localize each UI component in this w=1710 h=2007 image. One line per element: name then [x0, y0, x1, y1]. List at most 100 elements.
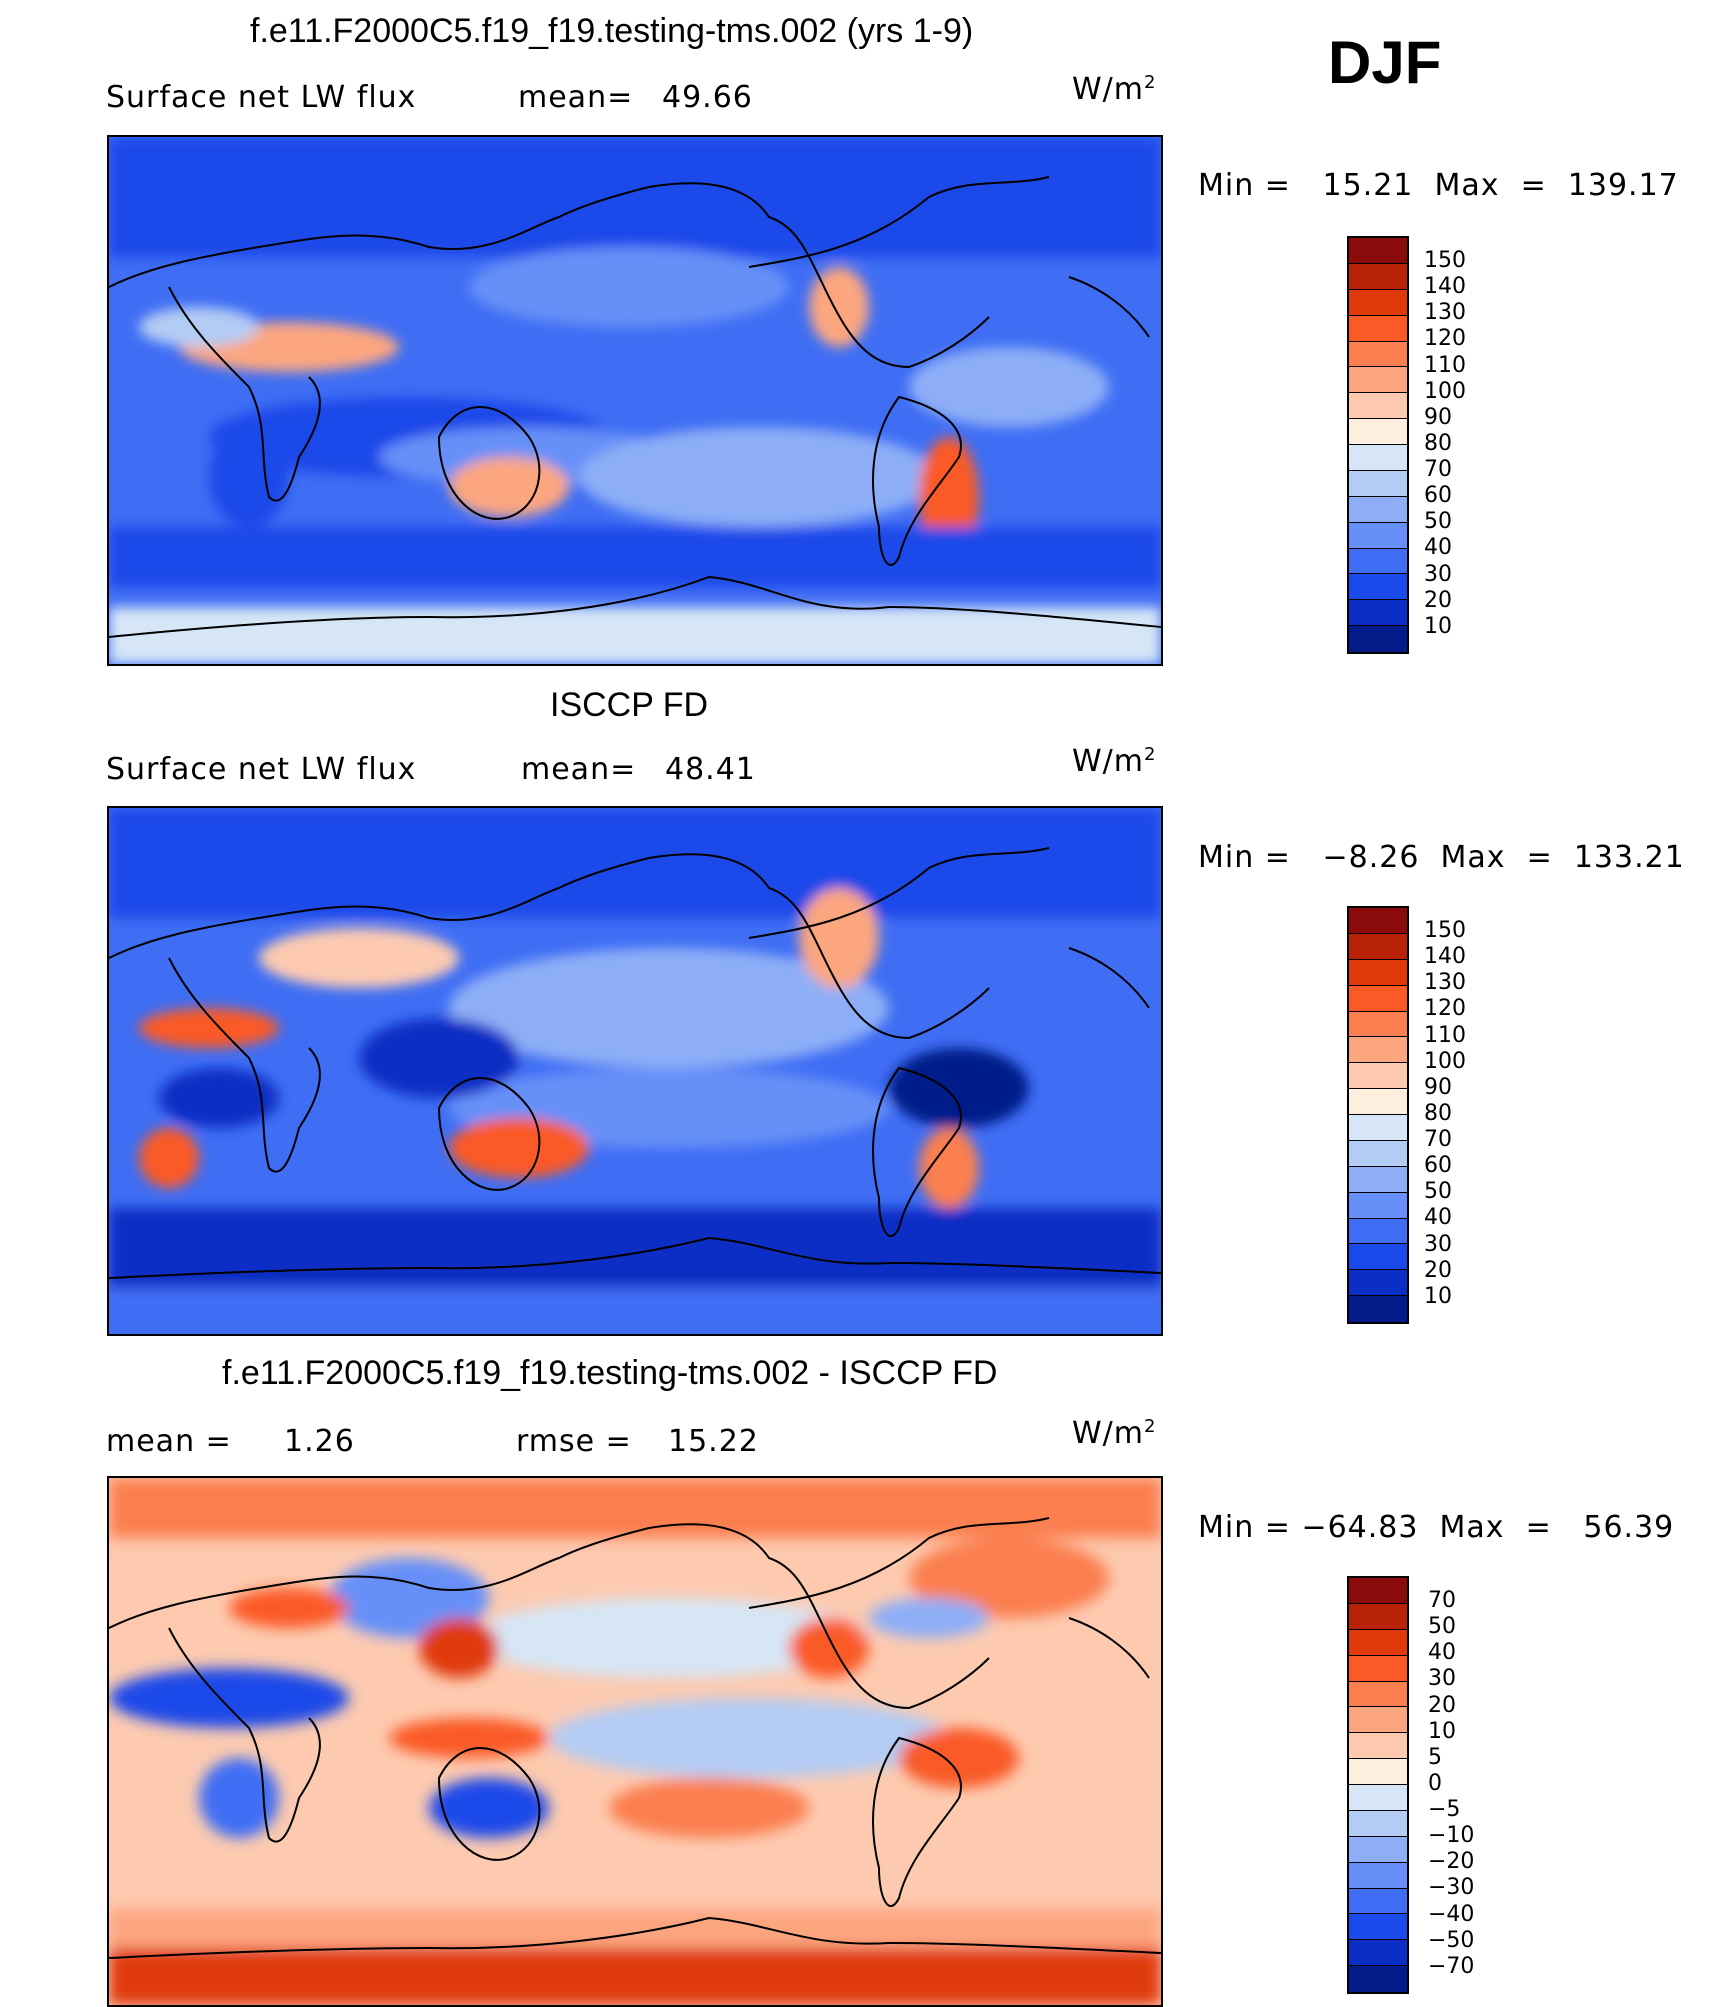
- colorbar-tick-label: 30: [1424, 1231, 1452, 1257]
- colorbar-tick-label: 100: [1424, 378, 1466, 404]
- colorbar-tick-label: −30: [1428, 1875, 1475, 1901]
- colorbar-swatch: [1349, 419, 1407, 445]
- colorbar-tick-label: 30: [1428, 1666, 1456, 1692]
- colorbar-swatch: [1349, 574, 1407, 601]
- colorbar-swatch: [1349, 289, 1407, 316]
- colorbar-tick-label: 110: [1424, 1022, 1466, 1048]
- colorbar-tick-label: 10: [1424, 613, 1452, 639]
- colorbar-tick-label: 120: [1424, 326, 1466, 352]
- colorbar-swatch: [1349, 496, 1407, 523]
- colorbar-swatch: [1349, 1629, 1407, 1656]
- colorbar-tick-label: 50: [1424, 509, 1452, 535]
- colorbar-swatch: [1349, 1707, 1407, 1734]
- colorbar-tick-label: 140: [1424, 274, 1466, 300]
- colorbar-swatch: [1349, 1244, 1407, 1271]
- colorbar-swatch: [1349, 1089, 1407, 1115]
- colorbar-tick-label: 90: [1424, 1074, 1452, 1100]
- colorbar-tick-label: 40: [1428, 1640, 1456, 1666]
- panel-3-title: f.e11.F2000C5.f19_f19.testing-tms.002 - …: [222, 1354, 998, 1392]
- colorbar-swatch: [1349, 1063, 1407, 1090]
- colorbar-swatch: [1349, 341, 1407, 368]
- colorbar-tick-label: −10: [1428, 1823, 1475, 1849]
- colorbar-tick-label: 150: [1424, 918, 1466, 943]
- colorbar-swatch: [1349, 933, 1407, 960]
- colorbar-tick-label: 10: [1428, 1718, 1456, 1744]
- colorbar-tick-label: 140: [1424, 944, 1466, 970]
- colorbar-swatch: [1349, 1810, 1407, 1837]
- colorbar-swatch: [1349, 548, 1407, 575]
- colorbar-swatch: [1349, 1578, 1407, 1604]
- colorbar-swatch: [1349, 445, 1407, 471]
- panel-2-variable-label: Surface net LW flux: [106, 752, 417, 787]
- panel-3-colorbar: [1347, 1576, 1409, 1994]
- colorbar-swatch: [1349, 1914, 1407, 1941]
- colorbar-swatch: [1349, 470, 1407, 497]
- panel-3-rmse-label: rmse =: [516, 1424, 632, 1459]
- colorbar-swatch: [1349, 959, 1407, 986]
- panel-3-map: [107, 1476, 1163, 2007]
- colorbar-tick-label: 100: [1424, 1048, 1466, 1074]
- colorbar-swatch: [1349, 1940, 1407, 1967]
- colorbar-tick-label: 130: [1424, 300, 1466, 326]
- panel-3-mean-label: mean =: [106, 1424, 232, 1459]
- colorbar-tick-label: 10: [1424, 1283, 1452, 1309]
- panel-1-minmax: Min = 15.21 Max = 139.17: [1198, 168, 1679, 203]
- colorbar-tick-label: 50: [1428, 1614, 1456, 1640]
- colorbar-swatch: [1349, 1140, 1407, 1167]
- colorbar-tick-label: 0: [1428, 1770, 1442, 1796]
- panel-1-title: f.e11.F2000C5.f19_f19.testing-tms.002 (y…: [250, 12, 974, 50]
- colorbar-swatch: [1349, 1759, 1407, 1785]
- colorbar-swatch: [1349, 393, 1407, 420]
- season-label: DJF: [1328, 29, 1442, 96]
- colorbar-tick-label: 150: [1424, 248, 1466, 273]
- colorbar-tick-label: 60: [1424, 483, 1452, 509]
- colorbar-swatch: [1349, 1192, 1407, 1219]
- colorbar-tick-label: 120: [1424, 996, 1466, 1022]
- colorbar-tick-label: 70: [1428, 1588, 1456, 1613]
- colorbar-swatch: [1349, 1655, 1407, 1682]
- colorbar-swatch: [1349, 1966, 1407, 1992]
- colorbar-tick-label: −5: [1428, 1797, 1461, 1822]
- panel-3-minmax: Min = −64.83 Max = 56.39: [1198, 1510, 1675, 1545]
- colorbar-tick-label: 130: [1424, 970, 1466, 996]
- panel-2-minmax: Min = −8.26 Max = 133.21: [1198, 840, 1685, 875]
- colorbar-swatch: [1349, 1115, 1407, 1141]
- colorbar-swatch: [1349, 1733, 1407, 1760]
- colorbar-tick-label: 30: [1424, 561, 1452, 587]
- colorbar-tick-label: 40: [1424, 535, 1452, 561]
- colorbar-swatch: [1349, 367, 1407, 394]
- colorbar-swatch: [1349, 1037, 1407, 1064]
- colorbar-swatch: [1349, 238, 1407, 264]
- panel-3-units: W/m2: [1072, 1416, 1157, 1451]
- colorbar-swatch: [1349, 1888, 1407, 1915]
- panel-1-colorbar-segments: [1349, 238, 1407, 652]
- colorbar-swatch: [1349, 1603, 1407, 1630]
- colorbar-swatch: [1349, 1296, 1407, 1322]
- colorbar-swatch: [1349, 1166, 1407, 1193]
- panel-3-rmse-value: 15.22: [668, 1424, 759, 1459]
- colorbar-tick-label: −70: [1428, 1953, 1475, 1979]
- colorbar-swatch: [1349, 1011, 1407, 1038]
- panel-1-colorbar: [1347, 236, 1409, 654]
- colorbar-tick-label: 70: [1424, 1127, 1452, 1152]
- panel-1-mean-label: mean=: [518, 80, 634, 115]
- panel-2-map: [107, 806, 1163, 1336]
- colorbar-tick-label: 20: [1424, 1257, 1452, 1283]
- colorbar-tick-label: 80: [1424, 430, 1452, 456]
- colorbar-tick-label: 80: [1424, 1100, 1452, 1126]
- colorbar-tick-label: 20: [1428, 1692, 1456, 1718]
- colorbar-tick-label: 40: [1424, 1205, 1452, 1231]
- panel-1-variable-label: Surface net LW flux: [106, 80, 417, 115]
- colorbar-swatch: [1349, 315, 1407, 342]
- panel-2-colorbar: [1347, 906, 1409, 1324]
- panel-1-mean-value: 49.66: [662, 80, 753, 115]
- colorbar-swatch: [1349, 1785, 1407, 1811]
- colorbar-tick-label: 90: [1424, 404, 1452, 430]
- colorbar-swatch: [1349, 1862, 1407, 1889]
- colorbar-tick-label: −40: [1428, 1901, 1475, 1927]
- panel-3-colorbar-segments: [1349, 1578, 1407, 1992]
- colorbar-swatch: [1349, 522, 1407, 549]
- colorbar-tick-label: 60: [1424, 1153, 1452, 1179]
- panel-2-mean-label: mean=: [521, 752, 637, 787]
- colorbar-swatch: [1349, 263, 1407, 290]
